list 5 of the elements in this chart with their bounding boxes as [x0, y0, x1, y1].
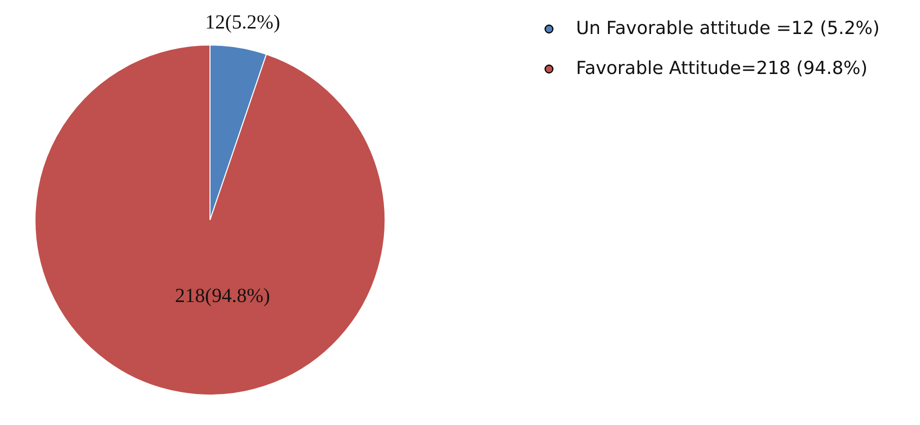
legend-label: Favorable Attitude=218 (94.8%) — [576, 58, 868, 79]
data-label: 12(5.2%) — [205, 12, 280, 34]
pie-slice — [34, 44, 386, 396]
legend-label: Un Favorable attitude =12 (5.2%) — [576, 18, 880, 39]
data-label: 218(94.8%) — [175, 284, 270, 307]
